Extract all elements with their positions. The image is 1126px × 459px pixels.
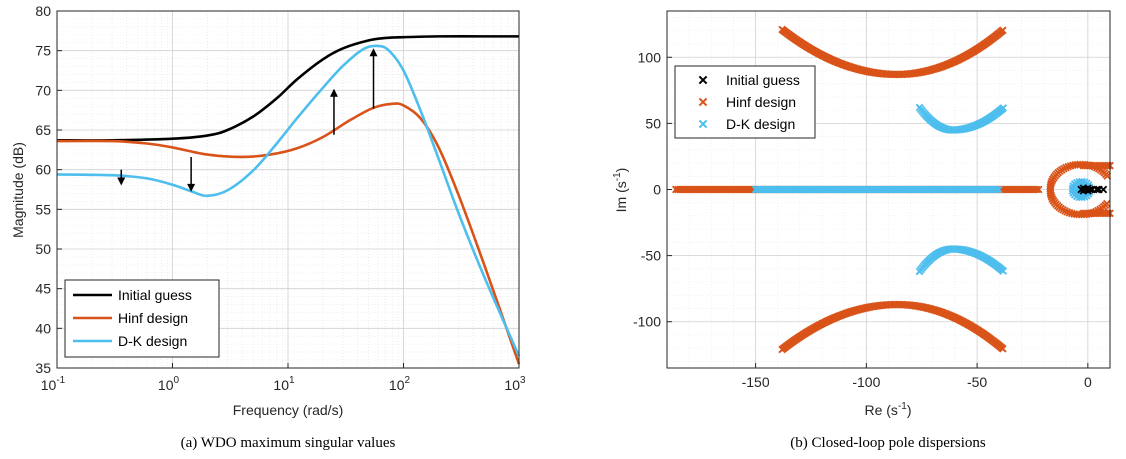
x-axis-label-b: Re (s-1)	[864, 401, 911, 418]
chart-pole-dispersions: -150 -100 -50 0 -100 -50 0 50 100 Initial guess H…	[612, 10, 1114, 451]
arrow-head-3	[369, 48, 378, 57]
pole-marker-2-1	[999, 267, 1008, 275]
x-tick-label-a: 10-1	[41, 375, 66, 393]
x-tick-label-a: 101	[273, 375, 295, 393]
y-axis-label-a: Magnitude (dB)	[10, 142, 26, 238]
annotation-arrows	[117, 48, 378, 192]
ticks-b: -150 -100 -50 0 -100 -50 0 50 100	[633, 49, 1092, 390]
y-tick-label-a: 40	[35, 320, 51, 336]
y-tick-label-b: 50	[645, 115, 661, 131]
legend-label-b-0: Initial guess	[726, 72, 800, 88]
pole-marker-1-0	[998, 26, 1007, 35]
x-tick-label-b: -150	[742, 374, 770, 390]
caption-a: (a) WDO maximum singular values	[181, 435, 396, 451]
pole-marker-0-p4	[1092, 185, 1101, 194]
pole-marker-1-2	[1034, 185, 1043, 194]
pole-marker-0-p10	[1084, 186, 1092, 195]
pole-marker-1-1	[998, 344, 1007, 353]
legend-swatch-b-0	[698, 75, 708, 85]
legend-swatch-b-2	[698, 119, 708, 129]
y-tick-label-b: 0	[653, 182, 661, 198]
legend-label-a-1: Hinf design	[118, 310, 188, 326]
arrow-head-2	[329, 88, 338, 97]
arrow-head-1	[187, 183, 196, 192]
y-tick-label-b: 100	[638, 49, 662, 65]
y-tick-label-a: 35	[35, 360, 51, 376]
y-tick-label-a: 75	[35, 43, 51, 59]
legend-label-b-1: Hinf design	[726, 94, 796, 110]
y-tick-label-b: -50	[641, 248, 661, 264]
series-line-1	[56, 102, 521, 365]
pole-marker-1-3	[1103, 199, 1111, 208]
y-tick-label-a: 70	[35, 82, 51, 98]
y-tick-label-a: 50	[35, 241, 51, 257]
caption-b: (b) Closed-loop pole dispersions	[790, 435, 986, 451]
pole-marker-0-p6	[1099, 185, 1108, 194]
series-line-2	[56, 44, 521, 357]
pole-marker-2-0	[999, 104, 1008, 112]
y-tick-label-a: 65	[35, 122, 51, 138]
legend-label-a-2: D-K design	[118, 333, 187, 349]
legend-label-b-2: D-K design	[726, 116, 795, 132]
x-tick-label-a: 103	[504, 375, 526, 393]
legend-swatch-b-1	[698, 97, 708, 107]
y-tick-label-a: 55	[35, 201, 51, 217]
y-tick-label-a: 60	[35, 162, 51, 178]
chart-wdo-singular-values: 10-1 100 101 102 103 35 40 45 50 55 60 65 70 75 80 Ini…	[10, 3, 526, 451]
x-tick-label-a: 102	[389, 375, 411, 393]
y-tick-label-b: -100	[633, 314, 661, 330]
legend-box-b	[674, 65, 816, 139]
pole-marker-0-p9	[1084, 184, 1092, 193]
x-axis-label-a: Frequency (rad/s)	[233, 402, 343, 418]
legend-a: Initial guess Hinf design D-K design	[64, 279, 220, 358]
arrow-head-0	[117, 177, 126, 186]
y-tick-label-a: 45	[35, 281, 51, 297]
legend-label-a-0: Initial guess	[118, 287, 192, 303]
y-tick-label-a: 80	[35, 3, 51, 19]
legend-b: Initial guess Hinf design D-K design	[674, 65, 816, 139]
series-b	[672, 25, 1114, 354]
pole-marker-2-2	[992, 185, 1001, 194]
y-axis-label-b: Im (s-1)	[612, 168, 629, 213]
x-tick-label-a: 100	[158, 375, 180, 393]
pole-marker-2-2	[994, 185, 1003, 194]
series-a	[56, 35, 521, 365]
x-tick-label-b: -50	[967, 374, 987, 390]
x-tick-label-b: -100	[852, 374, 880, 390]
series-line-0	[56, 35, 519, 142]
ticks-a: 10-1 100 101 102 103 35 40 45 50 55 60 65 70 75 80	[35, 3, 526, 393]
x-tick-label-b: 0	[1084, 374, 1092, 390]
pole-marker-1-2	[1032, 185, 1041, 194]
